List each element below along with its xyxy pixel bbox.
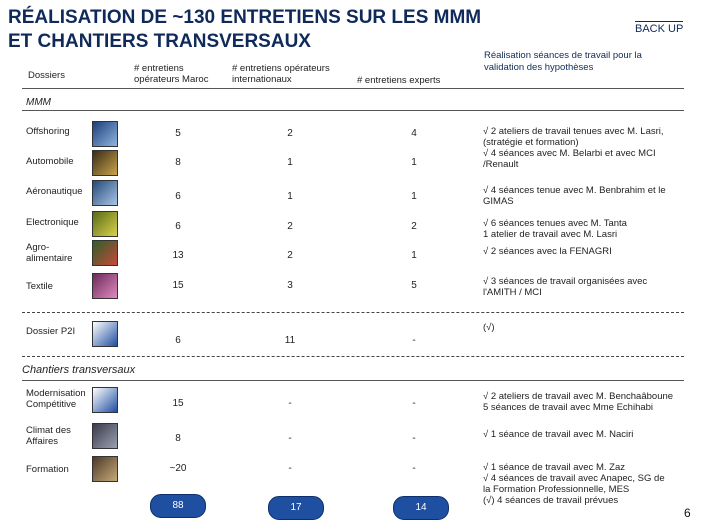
backup-label: BACK UP (635, 21, 684, 35)
col-header-maroc: # entretiens opérateurs Maroc (134, 63, 209, 85)
cell-experts: 2 (411, 221, 417, 232)
cell-experts: 1 (411, 157, 417, 168)
header-divider (22, 88, 684, 89)
row-label: Textile (26, 281, 53, 292)
col-header-intl: # entretiens opérateurs internationaux (232, 63, 330, 85)
row-label: Aéronautique (26, 186, 83, 197)
cell-maroc: 6 (175, 191, 181, 202)
title-line-2: ET CHANTIERS TRANSVERSAUX (8, 31, 311, 52)
row-thumbnail-image (92, 387, 118, 413)
cell-intl: - (288, 433, 292, 444)
cell-intl: 2 (287, 250, 293, 261)
row-label: Dossier P2I (26, 326, 76, 337)
row-comment: √ 1 séance de travail avec M. Naciri (483, 429, 634, 440)
row-label: Offshoring (26, 126, 70, 137)
row-comment: √ 6 séances tenues avec M. Tanta 1 ateli… (483, 218, 627, 240)
row-label: Agro-alimentaire (26, 242, 73, 264)
row-thumbnail-image (92, 180, 118, 206)
cell-intl: 2 (287, 128, 293, 139)
cell-experts: 4 (411, 128, 417, 139)
row-comment: (√) (483, 322, 495, 333)
row-comment: √ 3 séances de travail organisées avec l… (483, 276, 648, 298)
row-thumbnail-image (92, 456, 118, 482)
cell-experts: - (412, 433, 416, 444)
cell-maroc: 8 (175, 157, 181, 168)
row-thumbnail-image (92, 273, 118, 299)
cell-intl: 3 (287, 280, 293, 291)
cell-intl: - (288, 463, 292, 474)
cell-experts: 1 (411, 250, 417, 261)
section-mmm: MMM (26, 97, 51, 108)
cell-experts: 1 (411, 191, 417, 202)
row-thumbnail-image (92, 321, 118, 347)
cell-intl: - (288, 398, 292, 409)
total-intl-badge: 17 (268, 496, 324, 520)
row-comment: √ 1 séance de travail avec M. Zaz √ 4 sé… (483, 462, 665, 506)
row-thumbnail-image (92, 121, 118, 147)
row-comment: √ 4 séances tenue avec M. Benbrahim et l… (483, 185, 666, 207)
cell-experts: - (412, 335, 416, 346)
validation-note: Réalisation séances de travail pour la v… (484, 50, 642, 73)
mmm-divider (22, 110, 684, 111)
row-comment: √ 2 séances avec la FENAGRI (483, 246, 612, 257)
cell-maroc: 6 (175, 335, 181, 346)
row-label: Modernisation Compétitive (26, 388, 86, 410)
row-thumbnail-image (92, 240, 118, 266)
total-maroc-badge: 88 (150, 494, 206, 518)
cell-intl: 1 (287, 157, 293, 168)
row-comment: √ 2 ateliers de travail tenues avec M. L… (483, 126, 664, 170)
row-label: Automobile (26, 156, 74, 167)
title-line-1: RÉALISATION DE ~130 ENTRETIENS SUR LES M… (8, 7, 482, 28)
dashed-divider-1 (22, 312, 684, 313)
section-transversaux: Chantiers transversaux (22, 364, 136, 376)
total-experts-badge: 14 (393, 496, 449, 520)
cell-maroc: ~20 (169, 463, 187, 474)
row-comment: √ 2 ateliers de travail avec M. Benchaâb… (483, 391, 674, 413)
cell-maroc: 13 (172, 250, 184, 261)
row-label: Formation (26, 464, 69, 475)
cell-maroc: 15 (172, 280, 184, 291)
row-thumbnail-image (92, 150, 118, 176)
transversaux-divider (22, 380, 684, 381)
cell-intl: 2 (287, 221, 293, 232)
cell-intl: 11 (284, 335, 296, 346)
row-thumbnail-image (92, 423, 118, 449)
cell-maroc: 6 (175, 221, 181, 232)
cell-intl: 1 (287, 191, 293, 202)
page-title: RÉALISATION DE ~130 ENTRETIENS SUR LES M… (8, 6, 481, 54)
page-number: 6 (684, 506, 691, 520)
cell-experts: 5 (411, 280, 417, 291)
cell-experts: - (412, 398, 416, 409)
row-label: Electronique (26, 217, 79, 228)
col-header-experts: # entretiens experts (357, 75, 441, 86)
row-thumbnail-image (92, 211, 118, 237)
cell-maroc: 5 (175, 128, 181, 139)
dashed-divider-2 (22, 356, 684, 357)
cell-maroc: 8 (175, 433, 181, 444)
cell-experts: - (412, 463, 416, 474)
row-label: Climat des Affaires (26, 425, 71, 447)
col-header-dossiers: Dossiers (28, 70, 65, 81)
cell-maroc: 15 (172, 398, 184, 409)
